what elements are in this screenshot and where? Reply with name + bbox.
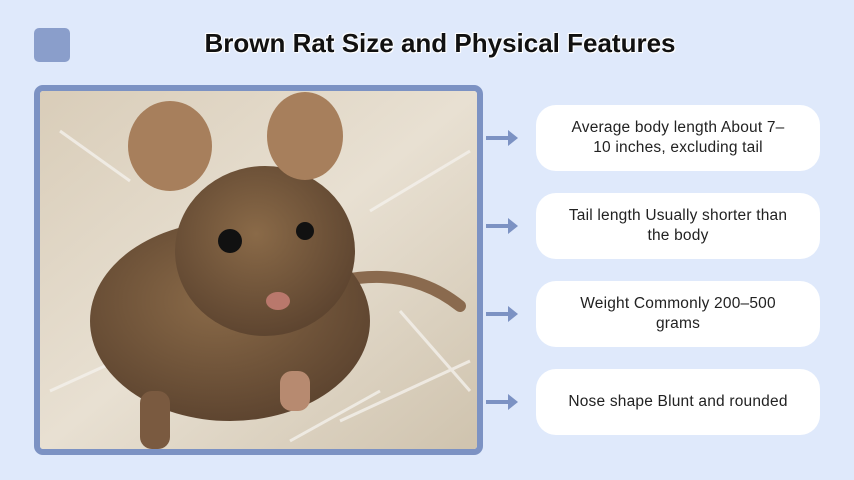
title: Brown Rat Size and Physical Features xyxy=(204,28,676,58)
arrow xyxy=(486,306,518,322)
card: Tail length Usually shorter than the bod… xyxy=(536,193,820,259)
card-text: Tail length Usually shorter than the bod… xyxy=(568,207,788,244)
card: Nose shape Blunt and rounded xyxy=(536,369,820,435)
card-text: Average body length About 7–10 inches, e… xyxy=(571,119,785,156)
photo xyxy=(34,85,483,455)
card-text: Weight Commonly 200–500 grams xyxy=(580,295,776,332)
card: Weight Commonly 200–500 grams xyxy=(536,281,820,347)
arrow xyxy=(486,218,518,234)
arrow xyxy=(486,394,518,410)
arrow xyxy=(486,130,518,146)
card: Average body length About 7–10 inches, e… xyxy=(536,105,820,171)
photo-illustration xyxy=(40,91,477,449)
card-text: Nose shape Blunt and rounded xyxy=(568,393,788,410)
icon xyxy=(34,28,70,62)
